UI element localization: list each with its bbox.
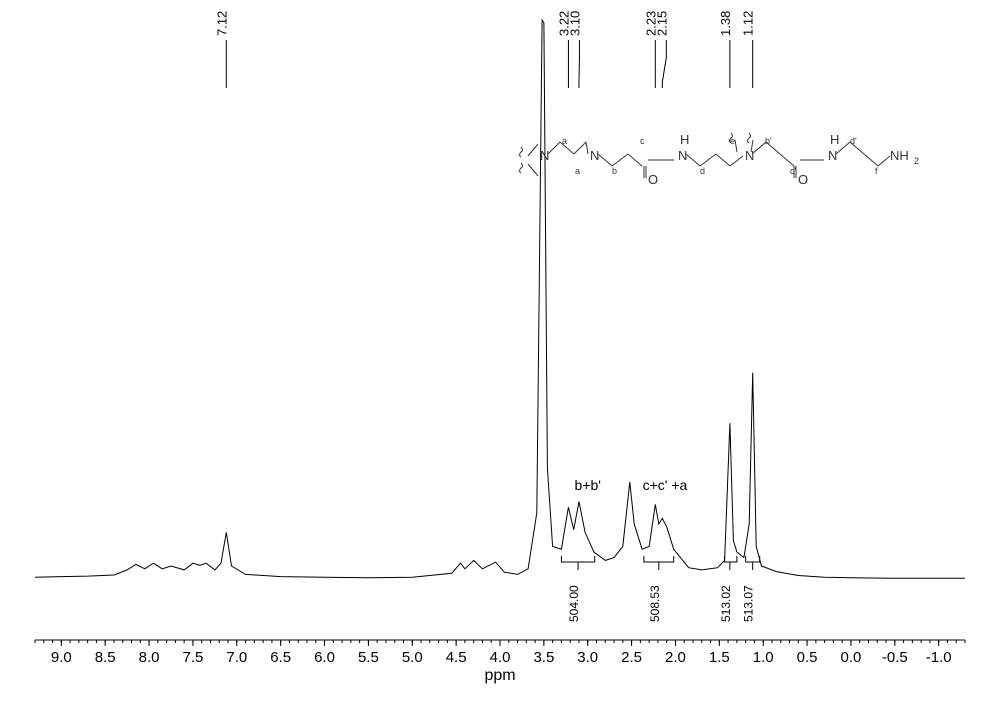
structure-atom-label: e: [730, 136, 735, 146]
integral-bracket: [644, 556, 674, 562]
tick-label: -1.0: [926, 649, 952, 666]
nmr-spectrum-plot: 9.0 8.5 8.0 7.5 7.0 6.5 6.0 5.5 5.0 4.5 4.0 3.5 3.0 2…: [0, 0, 1000, 698]
tick-label: 6.0: [314, 649, 335, 666]
structure-atom-label: a: [575, 166, 580, 176]
tick-label: 5.5: [358, 649, 379, 666]
structure-atom-label: N: [590, 148, 599, 163]
structure-atom-label: N: [540, 148, 549, 163]
tick-label: 3.0: [577, 649, 598, 666]
tick-label: 0.5: [797, 649, 818, 666]
tick-label: 7.5: [182, 649, 203, 666]
tick-label: 8.0: [139, 649, 160, 666]
tick-label: 7.0: [226, 649, 247, 666]
structure-atom-label: c: [640, 136, 645, 146]
tick-label: 0.0: [841, 649, 862, 666]
peak-label: 2.15: [654, 11, 669, 36]
integral-bracket: [746, 556, 760, 562]
structure-atom-label: N: [678, 148, 687, 163]
structure-atom-label: c': [790, 166, 797, 176]
tick-label: 6.5: [270, 649, 291, 666]
integral-value: 508.53: [648, 585, 662, 622]
integral-bracket: [561, 556, 594, 562]
tick-label: 2.0: [665, 649, 686, 666]
structure-atom-label: 2: [914, 156, 919, 166]
peak-label: 3.10: [567, 11, 582, 36]
structure-atom-label: O: [648, 172, 658, 187]
tick-label: 1.5: [709, 649, 730, 666]
tick-label: 9.0: [51, 649, 72, 666]
integral-value: 513.07: [742, 585, 756, 622]
spectrum-trace: [35, 20, 965, 578]
peak-label: 7.12: [214, 11, 229, 36]
structure-atom-label: d: [700, 166, 705, 176]
x-axis-label: ppm: [484, 667, 515, 684]
integral-value: 513.02: [719, 585, 733, 622]
tick-label: 3.5: [533, 649, 554, 666]
structure-atom-label: b': [765, 136, 772, 146]
peak-label: 1.12: [741, 11, 756, 36]
structure-atom-label: H: [830, 132, 839, 147]
peak-label: 1.38: [718, 11, 733, 36]
tick-label: 4.5: [446, 649, 467, 666]
tick-label: 1.0: [753, 649, 774, 666]
tick-label: 2.5: [621, 649, 642, 666]
tick-label: -0.5: [882, 649, 908, 666]
tick-label: 5.0: [402, 649, 423, 666]
structure-atom-label: O: [798, 172, 808, 187]
structure-atom-label: N: [745, 148, 754, 163]
integral-value: 504.00: [567, 585, 581, 622]
structure-atom-label: NH: [890, 148, 909, 163]
structure-atom-label: b: [612, 166, 617, 176]
structure-atom-label: N: [828, 148, 837, 163]
peak-assignment: c+c' +a: [643, 477, 688, 493]
tick-label: 8.5: [95, 649, 116, 666]
integral-bracket: [725, 556, 737, 562]
tick-label: 4.0: [490, 649, 511, 666]
structure-atom-label: f: [875, 166, 878, 176]
structure-atom-label: H: [680, 132, 689, 147]
peak-assignment: b+b': [575, 477, 601, 493]
structure-atom-label: d': [850, 136, 857, 146]
structure-atom-label: a: [562, 136, 567, 146]
